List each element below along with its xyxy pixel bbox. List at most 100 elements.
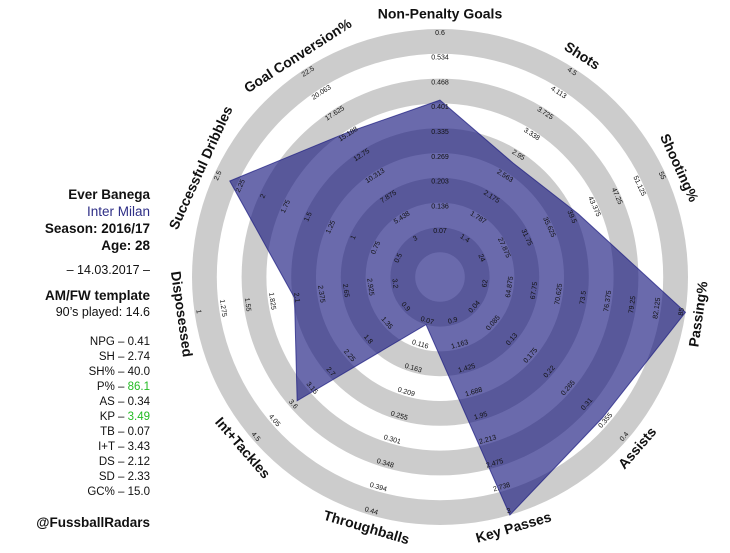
stat-value: 0.07 (127, 426, 150, 438)
tick-label: 1.5 (303, 211, 313, 223)
tick-label: 76.375 (603, 290, 613, 312)
tick-label: 0.9 (447, 316, 458, 325)
stat-label: GC% – (87, 486, 128, 498)
tick-label: 62 (481, 279, 489, 288)
stat-label: SH% – (88, 366, 128, 378)
tick-label: 85 (678, 307, 686, 316)
tick-label: 3 (412, 235, 419, 243)
tick-label: 2.5 (213, 170, 223, 182)
tick-label: 1 (350, 234, 358, 241)
tick-label: 0.5 (394, 252, 404, 264)
axis-label: Disposessed (168, 270, 196, 358)
stat-label: AS – (99, 396, 128, 408)
axis-label: Passing% (685, 280, 710, 348)
stat-label: P% – (96, 381, 128, 393)
stat-row: TB – 0.07 (0, 425, 150, 440)
tick-label: 0.534 (431, 55, 449, 62)
stat-row: KP – 3.49 (0, 410, 150, 425)
tick-label: 0.4 (619, 431, 631, 443)
tick-label: 64.875 (505, 276, 515, 298)
tick-label: 0.394 (369, 482, 388, 494)
stat-value: 40.0 (127, 366, 150, 378)
tick-label: 0.44 (364, 506, 379, 517)
tick-label: 2.925 (365, 278, 374, 296)
stat-label: TB – (100, 426, 128, 438)
tick-label: 0.136 (431, 203, 449, 210)
tick-label: 3.6 (287, 399, 299, 411)
tick-label: 2 (259, 193, 267, 200)
tick-label: 2.7 (324, 366, 336, 378)
stat-value: 3.43 (127, 441, 150, 453)
tick-label: 1.95 (473, 411, 488, 422)
stat-value: 2.33 (127, 471, 150, 483)
stat-value: 0.41 (127, 336, 150, 348)
tick-label: 2.65 (341, 283, 350, 298)
tick-label: 0.07 (420, 316, 435, 327)
tick-label: 24 (476, 253, 486, 263)
stat-value: 3.49 (127, 411, 150, 423)
tick-label: 3 (506, 508, 512, 516)
tick-label: 1.275 (218, 299, 227, 317)
info-panel: Ever Banega Inter Milan Season: 2016/17 … (0, 186, 150, 531)
age: Age: 28 (101, 238, 150, 253)
tick-label: 1.8 (362, 334, 374, 346)
stat-row: NPG – 0.41 (0, 335, 150, 350)
tick-label: 73.5 (579, 290, 588, 305)
tick-label: 0.255 (390, 410, 409, 422)
stat-row: SD – 2.33 (0, 470, 150, 485)
tick-label: 0.301 (383, 434, 402, 446)
stat-row: DS – 2.12 (0, 455, 150, 470)
tick-label: 1.688 (465, 387, 484, 399)
data-polygon (229, 99, 687, 516)
tick-label: 2.213 (478, 434, 497, 446)
tick-label: 0.401 (431, 104, 449, 111)
stat-row: P% – 86.1 (0, 380, 150, 395)
minutes-played: 90’s played: 14.6 (55, 305, 150, 319)
date: – 14.03.2017 – (66, 263, 150, 277)
tick-label: 79.25 (628, 295, 637, 313)
tick-label: 0.203 (431, 179, 449, 186)
stat-row: AS – 0.34 (0, 395, 150, 410)
tick-label: 1.825 (267, 292, 276, 310)
axis-label: Non-Penalty Goals (378, 6, 503, 22)
tick-label: 2.738 (492, 482, 511, 494)
tick-label: 4.5 (566, 66, 578, 77)
stat-value: 2.12 (127, 456, 150, 468)
tick-label: 2.475 (485, 458, 504, 470)
tick-label: 0.468 (431, 79, 449, 86)
stat-row: SH% – 40.0 (0, 365, 150, 380)
stat-row: SH – 2.74 (0, 350, 150, 365)
tick-label: 2.1 (292, 292, 300, 303)
tick-label: 67.75 (530, 281, 539, 299)
tick-label: 1.425 (458, 363, 477, 375)
team-name: Inter Milan (86, 204, 150, 219)
tick-label: 1.163 (451, 339, 470, 351)
stat-label: DS – (98, 456, 128, 468)
tick-label: 2.375 (316, 285, 325, 303)
stat-label: I+T – (98, 441, 128, 453)
template: AM/FW template (44, 288, 150, 303)
tick-label: 55 (657, 171, 667, 181)
tick-label: 0.269 (431, 154, 449, 161)
tick-label: 0.163 (404, 363, 423, 375)
tick-label: 70.625 (554, 283, 564, 305)
tick-label: 82.125 (652, 297, 662, 319)
stat-value: 2.74 (127, 351, 150, 363)
twitter-handle: @FussballRadars (36, 515, 150, 530)
stat-label: NPG – (89, 336, 128, 348)
tick-label: 3.2 (390, 278, 398, 289)
stat-value: 0.34 (127, 396, 150, 408)
tick-label: 1 (194, 309, 201, 314)
tick-label: 0.209 (397, 387, 416, 399)
stat-value: 15.0 (127, 486, 150, 498)
stat-value: 86.1 (127, 381, 150, 393)
tick-label: 0.07 (433, 228, 447, 235)
stat-label: SH – (98, 351, 128, 363)
tick-label: 0.6 (435, 30, 445, 37)
stat-label: SD – (98, 471, 128, 483)
season: Season: 2016/17 (44, 221, 150, 236)
stat-row: I+T – 3.43 (0, 440, 150, 455)
tick-label: 4.5 (250, 431, 262, 443)
tick-label: 0.116 (411, 339, 429, 351)
